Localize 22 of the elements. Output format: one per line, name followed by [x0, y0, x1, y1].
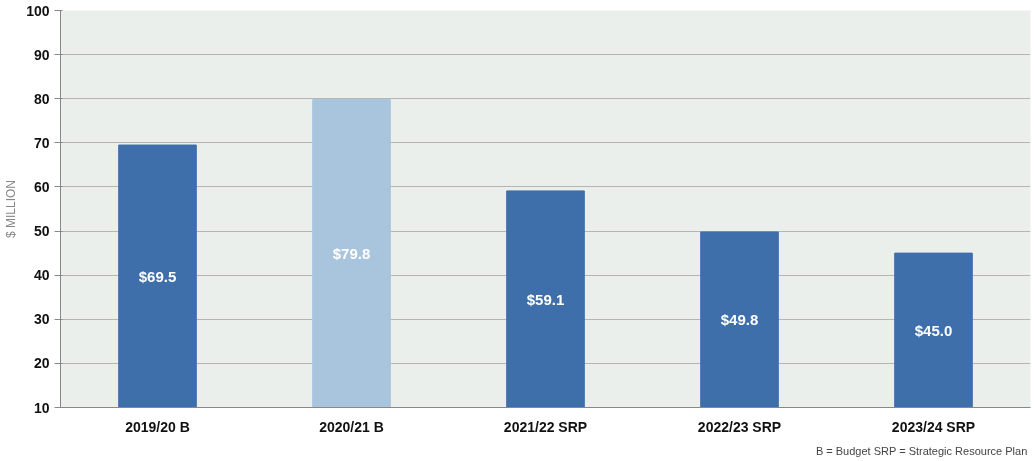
y-tick-label: 60 — [33, 178, 50, 195]
x-tick-label: 2020/21 B — [319, 418, 384, 435]
data-label: $45.0 — [914, 321, 953, 339]
y-axis-title: $ MILLION — [4, 179, 19, 239]
y-tick-label: 70 — [33, 134, 50, 151]
data-label: $49.8 — [720, 311, 759, 329]
y-tick-label: 10 — [33, 399, 50, 416]
y-tick-label: 80 — [33, 90, 50, 107]
x-tick-label: 2021/22 SRP — [503, 418, 588, 435]
y-tick-label: 40 — [33, 267, 50, 284]
data-label: $59.1 — [526, 290, 565, 308]
y-tick-label: 20 — [33, 355, 50, 372]
y-tick-label: 30 — [33, 311, 50, 328]
y-tick-label: 100 — [26, 2, 50, 19]
y-tick-label: 90 — [33, 46, 50, 63]
data-label: $69.5 — [138, 267, 177, 285]
x-tick-label: 2022/23 SRP — [697, 418, 782, 435]
text: B = Budget SRP = Strategic Resource Plan — [815, 444, 1028, 457]
y-tick-label: 50 — [33, 223, 50, 240]
x-tick-label: 2023/24 SRP — [891, 418, 976, 435]
data-label: $79.8 — [332, 245, 371, 263]
x-tick-label: 2019/20 B — [125, 418, 190, 435]
